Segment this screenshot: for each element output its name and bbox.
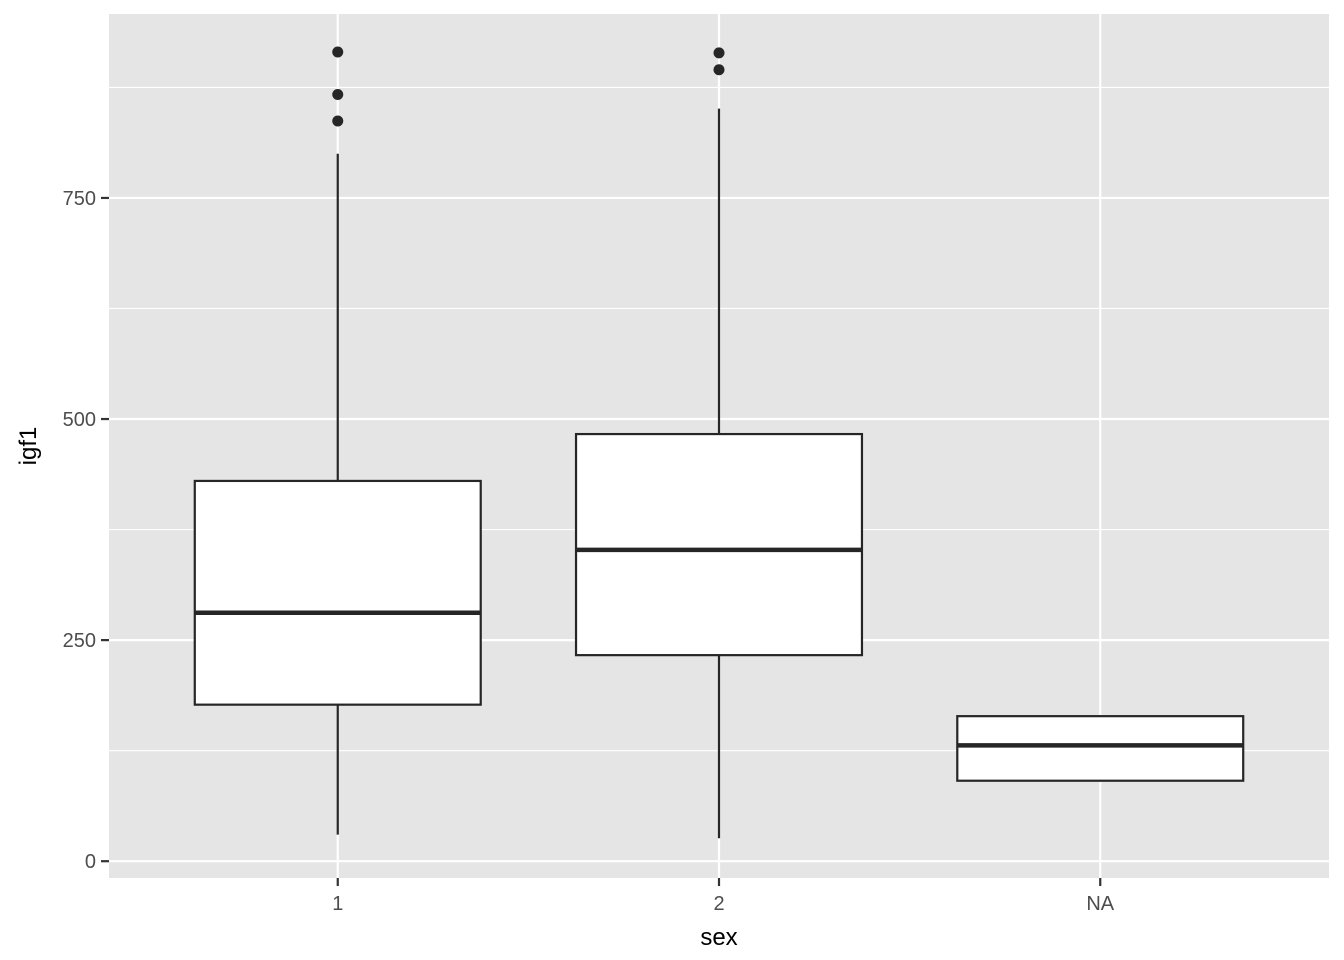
x-tick-label: 1 [332,893,343,915]
box-2 [574,47,864,839]
box-NA [956,715,1245,782]
box-series [193,46,1245,839]
box-iqr [193,479,482,706]
outlier-point [713,64,725,76]
y-tick-label: 500 [63,409,96,431]
outlier-point [332,115,344,127]
y-tick-label: 750 [63,188,96,210]
x-axis: 1 2 NA [332,878,1115,915]
y-tick-label: 250 [63,630,96,652]
x-axis-title: sex [700,924,737,951]
y-axis-title: igf1 [15,427,42,466]
box-1 [193,46,482,835]
x-tick-label: NA [1086,893,1114,915]
outlier-point [332,46,344,58]
x-tick-label: 2 [713,893,724,915]
box-iqr [574,432,864,657]
y-tick-label: 0 [85,851,96,873]
outlier-point [713,47,725,59]
box-iqr [956,715,1245,782]
outlier-point [332,88,344,100]
y-axis: 0 250 500 750 [63,188,109,873]
